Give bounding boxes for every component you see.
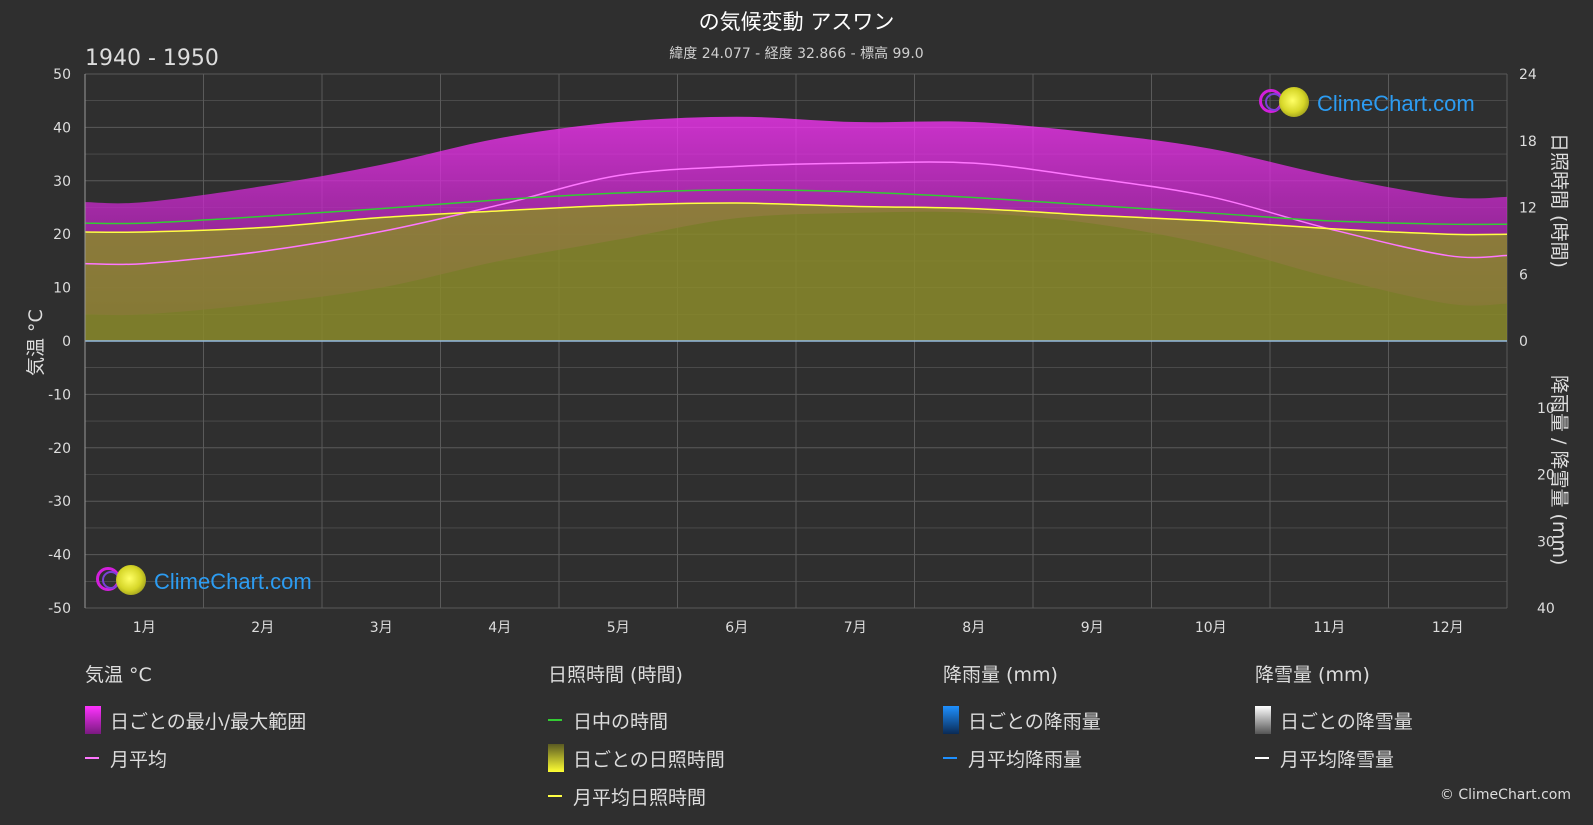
legend-label: 月平均降雪量 [1280,748,1395,771]
legend-item: 月平均降雨量 [943,739,1101,777]
logo-icon [1259,87,1317,121]
left-tick-label: -10 [48,387,71,403]
series-lines [84,161,1508,342]
logo-top[interactable]: ClimeChart.com [1259,87,1475,121]
legend-item: 月平均降雪量 [1255,739,1413,777]
left-tick-label: 0 [62,334,71,350]
right-top-tick-label: 0 [1519,334,1528,350]
month-tick-label: 1月 [133,620,156,636]
right-bottom-tick-label: 20 [1537,468,1555,484]
legend-item: 日中の時間 [548,701,725,739]
sunshine-mean-line [84,202,1508,236]
chart-title: の気候変動 アスワン [698,10,895,34]
axes: 50 40 30 20 10 0 -10 -20 -30 -40 -50 24 18 12 6 0 10 20 30… [48,67,1555,636]
month-tick-label: 8月 [962,620,985,636]
legend-sunshine: 日照時間 (時間) 日中の時間 日ごとの日照時間 月平均日照時間 [548,660,725,815]
legend-heading: 気温 °C [85,664,152,686]
left-axis-label: 気温 °C [25,309,47,376]
legend-label: 月平均日照時間 [573,786,707,809]
snow-swatch [1255,706,1271,734]
legend-label: 日ごとの降雪量 [1280,710,1413,733]
left-tick-label: -50 [48,601,71,617]
legend-label: 日ごとの日照時間 [573,748,725,771]
temp-mean-swatch [85,757,99,759]
legend-label: 日中の時間 [573,710,669,733]
month-tick-label: 5月 [607,620,630,636]
legend-item: 日ごとの降雨量 [943,701,1101,739]
left-tick-label: 10 [53,281,71,297]
snow-mean-swatch [1255,757,1269,759]
legend-label: 月平均降雨量 [968,748,1083,771]
daylight-line [84,188,1508,226]
month-tick-label: 2月 [251,620,274,636]
month-tick-label: 10月 [1195,620,1227,636]
sunshine-fill [85,203,1507,341]
right-top-tick-label: 24 [1519,67,1537,83]
chart-subtitle: 緯度 24.077 - 経度 32.866 - 標高 99.0 [669,46,924,62]
left-tick-label: 20 [53,227,71,243]
right-bottom-tick-label: 30 [1537,534,1555,550]
sunshine-mean-swatch [548,795,562,797]
left-tick-label: 30 [53,174,71,190]
period-label: 1940 - 1950 [85,46,219,71]
legend-temperature: 気温 °C 日ごとの最小/最大範囲 月平均 [85,660,306,777]
right-bottom-tick-label: 40 [1537,601,1555,617]
legend-heading: 降雪量 (mm) [1255,664,1370,686]
legend-heading: 降雨量 (mm) [943,664,1058,686]
right-bottom-axis-label: 降雨量 / 降雪量 (mm) [1548,375,1570,566]
legend-snow: 降雪量 (mm) 日ごとの降雪量 月平均降雪量 [1255,660,1413,777]
left-tick-label: -40 [48,548,71,564]
sunshine-area [85,203,1507,341]
legend-label: 日ごとの降雨量 [968,710,1101,733]
daylight-swatch [548,719,562,721]
month-tick-label: 4月 [488,620,511,636]
month-tick-label: 3月 [370,620,393,636]
legend-heading: 日照時間 (時間) [548,664,683,686]
rain-swatch [943,706,959,734]
month-tick-label: 9月 [1081,620,1104,636]
legend-label: 月平均 [110,748,168,771]
logo-bottom[interactable]: ClimeChart.com [96,565,312,599]
temp-range-swatch [85,706,101,734]
legend-item: 月平均日照時間 [548,777,725,815]
left-tick-label: 40 [53,120,71,136]
rain-mean-swatch [943,757,957,759]
legend-rain: 降雨量 (mm) 日ごとの降雨量 月平均降雨量 [943,660,1101,777]
month-tick-label: 12月 [1432,620,1464,636]
right-top-tick-label: 6 [1519,267,1528,283]
left-tick-label: -30 [48,494,71,510]
left-tick-label: 50 [53,67,71,83]
sunshine-swatch [548,744,564,772]
logo-text: ClimeChart.com [1317,91,1475,116]
legend-item: 日ごとの降雪量 [1255,701,1413,739]
logo-text: ClimeChart.com [154,569,312,594]
right-top-tick-label: 18 [1519,134,1537,150]
month-tick-label: 6月 [725,620,748,636]
left-tick-label: -20 [48,441,71,457]
legend-item: 月平均 [85,739,306,777]
right-bottom-tick-label: 10 [1537,401,1555,417]
logo-icon [96,565,154,599]
legend-label: 日ごとの最小/最大範囲 [110,710,307,733]
legend-item: 日ごとの日照時間 [548,739,725,777]
right-top-axis-label: 日照時間 (時間) [1548,133,1570,268]
month-tick-label: 11月 [1313,620,1345,636]
copyright: © ClimeChart.com [1439,787,1571,803]
right-top-tick-label: 12 [1519,201,1537,217]
legend-item: 日ごとの最小/最大範囲 [85,701,306,739]
month-tick-label: 7月 [844,620,867,636]
temperature-mean-line [84,161,1508,266]
